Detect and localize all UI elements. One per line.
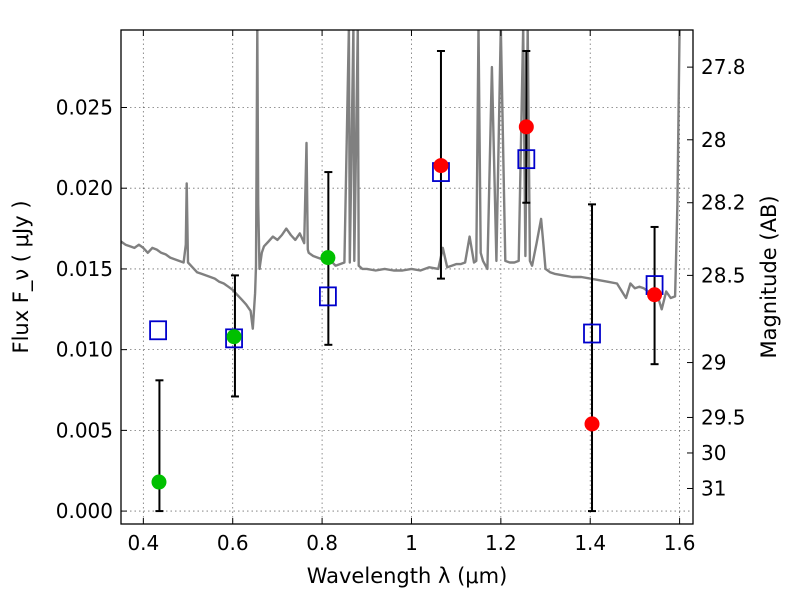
model-square-marker [319,286,337,307]
y-axis-title: Flux F_ν ( μJy ) [9,200,34,353]
green-data-point [226,329,242,345]
y2-axis-ticks: 27.8 28 28.2 28.5 29 29.5 30 31 [687,55,746,500]
x-tick-label: 0.8 [306,531,338,555]
x-tick-label: 0.4 [127,531,159,555]
y-axis-ticks: 0.000 0.005 0.010 0.015 0.020 0.025 [56,95,127,523]
y2-tick-label: 28.2 [701,191,746,215]
model-square-marker [517,149,536,170]
red-data-point [433,158,449,174]
red-data-point [584,416,600,432]
y2-axis-title: Magnitude (AB) [757,195,781,358]
y2-tick-label: 31 [701,476,726,500]
green-data-point [151,474,167,490]
y2-tick-label: 28 [701,128,726,152]
x-axis-ticks: 0.4 0.6 0.8 1 1.2 1.4 1.6 [127,30,696,555]
green-data-point [320,250,336,266]
x-tick-label: 1.4 [574,531,606,555]
y2-tick-label: 28.5 [701,263,746,287]
y2-tick-label: 29 [701,351,726,375]
plot-frame [120,29,694,525]
x-tick-label: 1 [405,531,418,555]
x-tick-label: 1.6 [664,531,696,555]
spectrum-line [121,30,681,330]
x-tick-label: 0.6 [217,531,249,555]
spectrum-layer [121,30,681,330]
markers [149,119,664,490]
x-tick-label: 1.2 [485,531,517,555]
y-tick-label: 0.025 [56,95,113,119]
y2-tick-label: 29.5 [701,405,746,429]
red-data-point [518,119,534,135]
model-square-marker [149,320,167,341]
red-data-point [647,287,663,303]
y-tick-label: 0.000 [56,499,113,523]
y-tick-label: 0.005 [56,418,113,442]
y-tick-label: 0.010 [56,338,113,362]
y-tick-label: 0.015 [56,257,113,281]
model-square-marker [583,323,601,344]
x-axis-title: Wavelength λ (μm) [307,564,508,588]
y-tick-label: 0.020 [56,176,113,200]
y2-tick-label: 30 [701,441,726,465]
y2-tick-label: 27.8 [701,55,746,79]
